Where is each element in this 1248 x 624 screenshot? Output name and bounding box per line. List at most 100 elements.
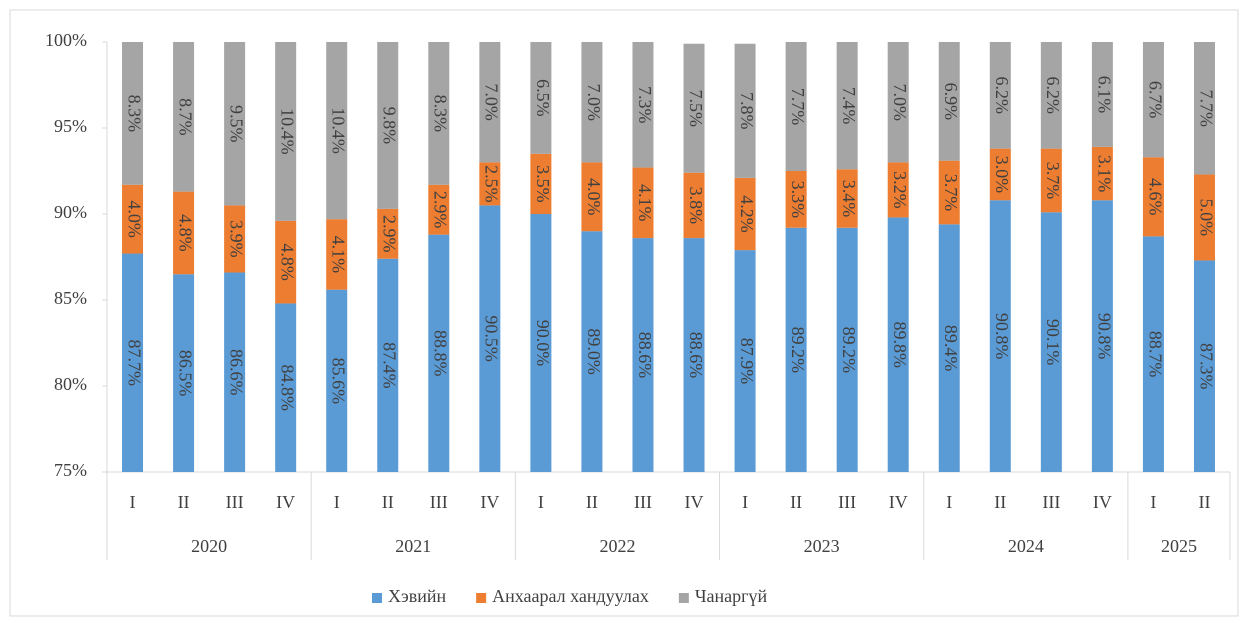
value-label: 3.7% <box>1043 162 1063 200</box>
bar-segment <box>887 217 909 472</box>
value-label: 88.8% <box>431 330 451 377</box>
value-label: 2.9% <box>380 215 400 253</box>
value-label: 84.8% <box>278 364 298 411</box>
value-label: 7.7% <box>788 88 808 126</box>
x-tick-label: I <box>130 492 136 512</box>
value-label: 3.0% <box>992 156 1012 194</box>
bar-segment <box>836 42 858 170</box>
value-label: 7.4% <box>839 87 859 125</box>
value-label: 90.5% <box>482 315 502 362</box>
value-label: 6.7% <box>1145 81 1165 119</box>
x-tick-label: II <box>586 492 598 512</box>
x-tick-label: I <box>1150 492 1156 512</box>
value-label: 85.6% <box>329 358 349 405</box>
value-label: 5.0% <box>1196 199 1216 237</box>
value-label: 4.1% <box>329 236 349 273</box>
value-label: 7.8% <box>737 92 757 130</box>
bar-segment <box>173 274 195 472</box>
value-label: 89.2% <box>788 327 808 374</box>
x-tick-label: III <box>838 492 856 512</box>
value-label: 87.3% <box>1196 343 1216 390</box>
x-tick-label: IV <box>1093 492 1112 512</box>
value-label: 4.8% <box>175 214 195 252</box>
value-label: 89.2% <box>839 327 859 374</box>
value-label: 3.8% <box>686 187 706 225</box>
bar-segment <box>530 42 552 154</box>
legend-swatch <box>476 593 487 603</box>
value-label: 8.3% <box>124 95 144 133</box>
y-tick-label: 80% <box>54 374 87 394</box>
bar-segment <box>938 224 960 472</box>
bar-segment <box>632 238 654 472</box>
bar-segment <box>326 289 348 472</box>
x-tick-label: II <box>790 492 802 512</box>
value-label: 4.6% <box>1145 178 1165 216</box>
bar-segment <box>1091 42 1113 147</box>
value-label: 6.2% <box>1043 77 1063 115</box>
bar-segment <box>275 42 297 221</box>
bar-segment <box>377 258 399 472</box>
y-tick-label: 85% <box>54 288 87 308</box>
bar-segment <box>836 169 858 228</box>
bar-segment <box>683 238 705 472</box>
value-label: 86.6% <box>226 349 246 396</box>
value-label: 89.0% <box>584 328 604 375</box>
bar-segment <box>1142 236 1164 472</box>
x-tick-label: IV <box>480 492 499 512</box>
value-label: 3.4% <box>839 180 859 218</box>
value-label: 7.0% <box>890 83 910 121</box>
value-label: 9.5% <box>226 105 246 143</box>
bar-segment <box>122 184 144 254</box>
value-label: 3.9% <box>226 220 246 258</box>
y-tick-label: 90% <box>54 202 87 222</box>
bar-segment <box>989 42 1011 149</box>
y-tick-label: 100% <box>45 30 87 50</box>
bar-segment <box>530 214 552 472</box>
value-label: 90.8% <box>992 313 1012 360</box>
bar-segment <box>785 171 807 228</box>
bar-segment <box>224 272 246 472</box>
value-label: 3.7% <box>941 174 961 212</box>
year-label: 2024 <box>1008 536 1044 556</box>
value-label: 3.2% <box>890 171 910 209</box>
bar-segment <box>479 42 501 163</box>
bar-segment <box>224 205 246 273</box>
y-tick-label: 75% <box>54 460 87 480</box>
value-label: 3.3% <box>788 181 808 219</box>
value-label: 7.3% <box>635 86 655 124</box>
x-tick-label: I <box>946 492 952 512</box>
value-label: 90.0% <box>533 320 553 367</box>
value-label: 8.3% <box>431 95 451 133</box>
bar-segment <box>530 153 552 214</box>
bar-segment <box>1193 42 1215 175</box>
bar-segment <box>479 205 501 472</box>
legend-swatch <box>678 593 689 603</box>
value-label: 10.4% <box>278 108 298 155</box>
x-tick-label: I <box>742 492 748 512</box>
bar-segment <box>1142 157 1164 237</box>
value-label: 87.4% <box>380 342 400 389</box>
bar-segment <box>326 42 348 220</box>
bar-segment <box>734 177 756 251</box>
year-label: 2025 <box>1161 536 1197 556</box>
x-tick-label: II <box>382 492 394 512</box>
value-label: 3.5% <box>533 165 553 203</box>
bar-segment <box>581 162 603 232</box>
bar-segment <box>122 42 144 185</box>
bar-segment <box>581 42 603 163</box>
x-tick-label: IV <box>889 492 908 512</box>
value-label: 4.0% <box>584 178 604 216</box>
x-tick-label: II <box>1198 492 1210 512</box>
bar-segment <box>122 253 144 472</box>
bar-segment <box>785 42 807 171</box>
bar-segment <box>836 227 858 472</box>
value-label: 89.8% <box>890 321 910 368</box>
legend-label: Чанаргүй <box>695 586 768 606</box>
bar-segment <box>275 220 297 304</box>
bar-segment <box>173 191 195 275</box>
x-tick-label: II <box>994 492 1006 512</box>
value-label: 8.7% <box>175 98 195 136</box>
bar-segment <box>173 42 195 192</box>
value-label: 87.9% <box>737 338 757 385</box>
bar-segment <box>887 42 909 163</box>
